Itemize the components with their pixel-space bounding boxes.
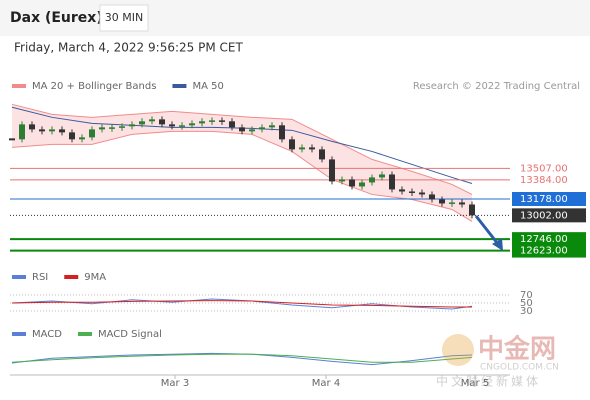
series-line xyxy=(11,103,473,195)
interval-button[interactable] xyxy=(99,4,149,32)
candle xyxy=(319,149,325,160)
y-tick-label: 30 xyxy=(520,306,533,317)
watermark: 中金网 CNGOLD.COM.CN 中文财经新媒体 xyxy=(436,334,559,389)
date-label: Friday, March 4, 2022 9:56:25 PM CET xyxy=(14,41,243,55)
candle xyxy=(329,159,335,182)
level-box xyxy=(512,208,586,223)
legend-label: MA 50 xyxy=(192,81,223,92)
candle xyxy=(49,129,55,132)
candle xyxy=(209,120,215,122)
level-label: 13507.00 xyxy=(520,163,568,174)
credit: Research © 2022 Trading Central xyxy=(413,81,580,92)
bollinger-band xyxy=(12,104,472,222)
candle xyxy=(179,125,185,127)
level-box xyxy=(512,232,586,247)
candle xyxy=(419,192,425,195)
y-tick-label: 50 xyxy=(520,298,533,309)
candle xyxy=(149,119,155,122)
candle xyxy=(9,138,15,141)
candle xyxy=(299,147,305,150)
legend-swatch xyxy=(172,84,187,88)
legend-label: MACD Signal xyxy=(98,329,162,340)
candle xyxy=(229,121,235,128)
candle xyxy=(399,189,405,192)
legend-label: 9MA xyxy=(84,272,106,283)
watermark-logo: 中金网 xyxy=(478,334,556,365)
candle xyxy=(99,127,105,130)
candle xyxy=(129,124,135,127)
legend-swatch xyxy=(77,332,92,336)
candle xyxy=(289,139,295,150)
candle xyxy=(309,147,315,150)
level-label: 13178.00 xyxy=(520,194,568,205)
candle xyxy=(389,174,395,190)
candle xyxy=(89,129,95,138)
candle xyxy=(19,124,25,140)
candle xyxy=(349,179,355,187)
level-label: 12746.00 xyxy=(520,234,568,245)
candle xyxy=(449,202,455,204)
plots xyxy=(9,103,510,366)
watermark-slogan: 中文财经新媒体 xyxy=(436,374,541,389)
candle xyxy=(469,204,475,216)
candle xyxy=(119,126,125,128)
candle xyxy=(39,129,45,132)
series-line xyxy=(11,300,472,308)
candle xyxy=(339,179,345,182)
level-box xyxy=(512,243,586,258)
candle xyxy=(249,129,255,132)
candle xyxy=(259,127,265,130)
candle xyxy=(279,125,285,140)
candle xyxy=(189,123,195,126)
level-label: 12623.00 xyxy=(520,246,568,257)
x-tick-label: Mar 3 xyxy=(161,378,189,389)
series-line xyxy=(11,352,473,366)
legend-swatch xyxy=(12,84,26,88)
candle xyxy=(239,127,245,132)
candle xyxy=(169,124,175,127)
candle xyxy=(199,121,205,124)
candle xyxy=(139,121,145,125)
legend-label: MACD xyxy=(32,329,62,340)
header-bar xyxy=(0,0,590,36)
candle xyxy=(29,124,35,130)
candle xyxy=(379,174,385,178)
candle xyxy=(219,120,225,122)
level-box xyxy=(512,191,586,206)
candle xyxy=(159,119,165,125)
candle xyxy=(359,182,365,187)
chart-title: Dax (Eurex) xyxy=(10,10,103,26)
x-tick-label: Mar 5 xyxy=(461,378,489,389)
interval-label[interactable]: 30 MIN xyxy=(105,11,143,24)
legend-label: MA 20 + Bollinger Bands xyxy=(32,81,156,92)
level-label: 13002.00 xyxy=(520,210,568,221)
legend-swatch xyxy=(12,275,26,279)
series-line xyxy=(11,353,473,363)
candle xyxy=(369,177,375,183)
y-tick-label: 70 xyxy=(520,290,533,301)
watermark-logo-icon xyxy=(442,334,474,366)
candle xyxy=(409,191,415,193)
forecast-arrow xyxy=(474,215,500,245)
legend-swatch xyxy=(64,275,79,279)
arrow-head xyxy=(492,238,503,251)
candle xyxy=(109,127,115,129)
candle xyxy=(459,202,465,205)
candle xyxy=(269,125,275,128)
legend-label: RSI xyxy=(32,272,48,283)
legend-swatch xyxy=(12,332,26,336)
candle xyxy=(439,199,445,204)
x-tick-label: Mar 4 xyxy=(312,378,340,389)
watermark-domain: CNGOLD.COM.CN xyxy=(480,363,559,373)
candle xyxy=(79,137,85,140)
candle xyxy=(59,129,65,133)
candle xyxy=(429,194,435,200)
level-label: 13384.00 xyxy=(520,175,568,186)
candle xyxy=(69,132,75,140)
